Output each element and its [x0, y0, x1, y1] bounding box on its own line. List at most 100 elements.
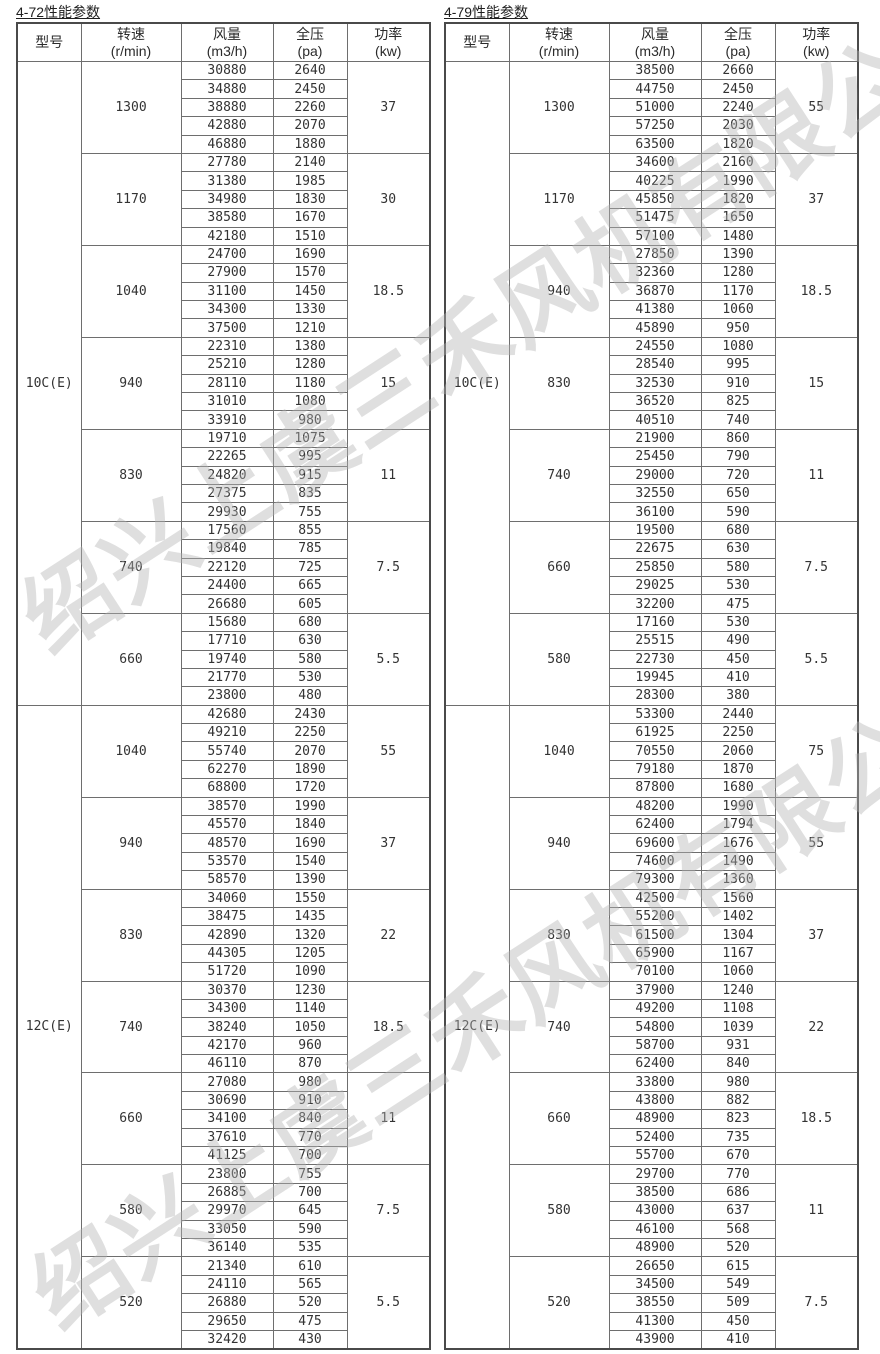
pressure-cell: 1794	[700, 815, 776, 835]
pressure-cell: 1205	[272, 943, 348, 964]
pressure-cell: 700	[272, 1182, 348, 1203]
pressure-cell: 1380	[272, 336, 348, 357]
speed-cell: 580	[508, 612, 610, 706]
data-row: 580 23800 755 7.5	[17, 1164, 431, 1258]
data-row: 41380 1060	[445, 300, 858, 320]
speed-cell: 940	[508, 796, 610, 890]
pressure-cell: 1830	[272, 189, 348, 210]
flow-cell: 32550	[608, 483, 702, 504]
data-row: 70100 1060	[445, 962, 858, 982]
data-row: 520 26650 615 7.5	[445, 1256, 859, 1350]
pressure-cell: 1990	[700, 171, 776, 191]
flow-cell: 24820	[180, 465, 274, 485]
power-cell: 37	[346, 796, 431, 890]
data-row: 79300 1360	[445, 870, 858, 890]
flow-cell: 24700	[180, 244, 274, 265]
speed-cell: 580	[80, 1164, 182, 1258]
speed-cell: 740	[508, 980, 610, 1074]
flow-cell: 28540	[608, 355, 702, 375]
pressure-cell: 931	[700, 1035, 776, 1056]
pressure-cell: 520	[700, 1237, 776, 1258]
pressure-cell: 630	[272, 631, 348, 651]
data-row: 55200 1402	[445, 906, 858, 927]
flow-cell: 46880	[180, 134, 274, 154]
flow-cell: 29025	[608, 575, 702, 596]
column-label: 风量	[641, 25, 669, 42]
column-unit: (m3/h)	[634, 42, 676, 59]
speed-cell: 660	[508, 520, 610, 614]
pressure-cell: 770	[700, 1164, 776, 1184]
data-row: 27375 835	[17, 483, 430, 504]
data-row: 22265 995	[17, 447, 430, 467]
pressure-cell: 520	[272, 1293, 348, 1313]
data-row: 36100 590	[445, 502, 858, 522]
flow-cell: 19840	[180, 539, 274, 559]
data-row: 12C(E) 1040 53300 2440 75	[444, 704, 859, 1350]
pressure-cell: 615	[700, 1256, 776, 1276]
power-cell: 5.5	[774, 612, 859, 706]
power-cell: 15	[774, 336, 859, 430]
flow-cell: 29970	[180, 1201, 274, 1221]
data-row: 54800 1039	[445, 1017, 858, 1037]
flow-cell: 51720	[180, 962, 274, 982]
data-row: 940 38570 1990 37	[17, 796, 431, 890]
flow-cell: 19500	[608, 520, 702, 541]
flow-cell: 24400	[180, 575, 274, 596]
pressure-cell: 1720	[272, 778, 348, 798]
data-row: 21770 530	[17, 667, 430, 688]
pressure-cell: 650	[700, 483, 776, 504]
flow-cell: 48570	[180, 833, 274, 853]
pressure-cell: 1230	[272, 980, 348, 1000]
pressure-cell: 2430	[272, 704, 348, 725]
data-row: 28300 380	[445, 686, 858, 706]
pressure-cell: 790	[700, 447, 776, 467]
pressure-cell: 490	[700, 631, 776, 651]
data-row: 43000 637	[445, 1201, 858, 1221]
flow-cell: 17710	[180, 631, 274, 651]
pressure-cell: 1402	[700, 906, 776, 927]
flow-cell: 51000	[608, 97, 702, 118]
pressure-cell: 950	[700, 318, 776, 338]
data-row: 40225 1990	[445, 171, 858, 191]
pressure-cell: 1320	[272, 925, 348, 945]
pressure-cell: 770	[272, 1127, 348, 1148]
data-row: 830 34060 1550 22	[17, 888, 431, 982]
flow-cell: 45890	[608, 318, 702, 338]
column-unit: (pa)	[297, 42, 323, 59]
pressure-cell: 645	[272, 1201, 348, 1221]
data-row: 58570 1390	[17, 870, 430, 890]
flow-cell: 55700	[608, 1146, 702, 1166]
flow-cell: 21770	[180, 667, 274, 688]
data-row: 34100 840	[17, 1109, 430, 1129]
column-unit: (kw)	[803, 42, 830, 59]
pressure-cell: 1435	[272, 906, 348, 927]
flow-cell: 22120	[180, 557, 274, 577]
flow-cell: 34100	[180, 1109, 274, 1129]
pressure-cell: 1450	[272, 281, 348, 302]
flow-cell: 38475	[180, 906, 274, 927]
data-row: 25210 1280	[17, 355, 430, 375]
power-cell: 55	[346, 704, 431, 798]
flow-cell: 38880	[180, 97, 274, 118]
pressure-cell: 720	[700, 465, 776, 485]
data-row: 24820 915	[17, 465, 430, 485]
pressure-cell: 1060	[700, 962, 776, 982]
flow-cell: 57250	[608, 116, 702, 136]
pressure-cell: 670	[700, 1146, 776, 1166]
pressure-cell: 530	[700, 612, 776, 633]
speed-cell: 940	[80, 336, 182, 430]
flow-cell: 29700	[608, 1164, 702, 1184]
flow-cell: 34880	[180, 79, 274, 99]
data-row: 940 27850 1390 18.5	[445, 244, 859, 338]
pressure-cell: 410	[700, 667, 776, 688]
data-row: 31010 1080	[17, 392, 430, 412]
pressure-cell: 1090	[272, 962, 348, 982]
flow-cell: 62270	[180, 759, 274, 780]
flow-cell: 36100	[608, 502, 702, 522]
data-row: 38550 509	[445, 1293, 858, 1313]
column-unit: (m3/h)	[206, 42, 248, 59]
flow-cell: 62400	[608, 1054, 702, 1074]
flow-cell: 79180	[608, 759, 702, 780]
tables-container: 4-72性能参数 型号 转速 (r/min) 风量 (m3/h) 全压 (pa) 功率 (kw) 1…	[16, 3, 859, 1350]
pressure-cell: 565	[272, 1274, 348, 1295]
